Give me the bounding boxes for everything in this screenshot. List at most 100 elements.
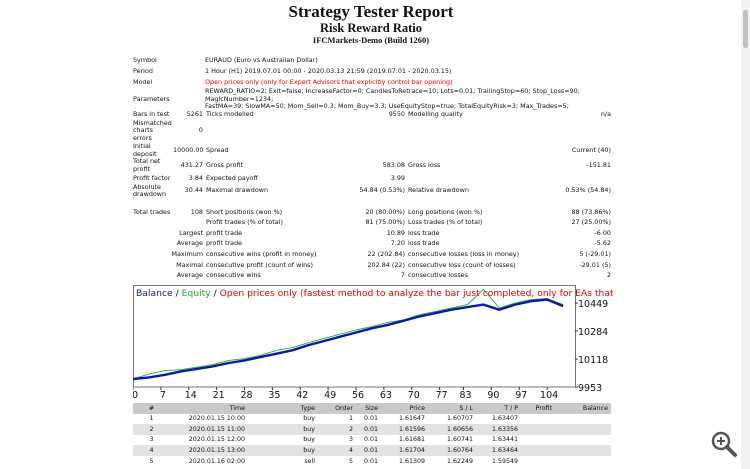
trade-cell: 2020.01.15 12:00 [188,436,245,444]
server-info: IFCMarkets-Demo (Build 1260) [312,35,430,45]
zoom-button[interactable] [708,428,738,458]
stats-row: Maximal consecutive profit (count of wins… [133,260,611,271]
trade-cell: 1.61596 [398,425,425,433]
trade-cell: 2 [149,425,154,433]
zoom-handle [725,445,737,457]
trade-cell: 1.63464 [491,446,518,454]
stats-table: Initial deposit 10000.00 Spread Current (40… [133,142,611,199]
stats-row: Mismatched charts errors 0 [133,118,611,143]
stat-label [408,173,553,184]
stat-value: 5 (-29.01) [579,249,611,258]
stats-row: Maximum consecutive wins (profit in money… [133,249,612,260]
stat-value: 22 (202.84) [367,249,405,258]
trade-cell: 5 [348,457,353,465]
stats-row: Average consecutive wins 7 consecutive loss… [133,271,611,282]
x-tick-label: 90 [487,390,499,400]
trade-cell: 2020.01.15 10:00 [188,415,245,423]
trade-cell [555,424,611,435]
trade-cell: 2020.01.15 11:00 [188,425,245,433]
setting-value-line: FastMA=39; SlowMA=50; Mom_Sell=0.3; Mom_… [205,102,569,110]
stat-label: Modelling quality [408,109,463,118]
stat-label: Gross profit [206,160,244,169]
stat-label: Expected payoff [206,173,258,182]
stat-value: 3.99 [390,173,405,182]
stat-label: consecutive wins (profit in money) [206,249,317,258]
report-subtitle: Risk Reward Ratio [319,21,423,35]
x-tick-label: 83 [459,390,471,400]
trade-cell: buy [303,425,315,433]
scrollbar[interactable] [741,0,750,469]
stats-table: Total trades 108 Short positions (won %) 20… [133,207,611,281]
stat-label: profit trade [206,228,243,237]
stat-value: 7.20 [390,239,405,248]
stat-value [173,218,203,229]
stat-value: -6.00 [594,228,611,237]
x-tick-label: 49 [324,390,336,400]
stat-label [408,143,553,158]
x-tick-label: 28 [240,390,252,400]
stat-value: 7 [400,271,405,280]
stat-label [133,218,173,229]
trade-cell: 1.60741 [446,436,473,444]
stats-row: Absolute drawdown 30.44 Maximal drawdown 54… [133,183,611,199]
x-tick-label: 42 [296,390,308,400]
stat-label: Total trades [133,207,171,216]
stat-label: Mismatched charts errors [133,118,172,142]
stat-value: 3.84 [188,173,203,182]
settings-section: Symbol EURAUD (Euro vs Australian Dollar)… [133,55,611,111]
trade-cell: 1.61704 [398,446,425,454]
trade-cell [521,456,555,467]
trade-cell: 2 [348,425,353,433]
trade-cell: 1 [149,415,154,423]
trade-cell: 0.01 [363,436,378,444]
stat-label: Average [176,271,203,280]
stat-value [553,173,611,184]
column-header: Time [229,404,245,412]
stats-section: Total trades 108 Short positions (won %) 20… [133,207,611,281]
stat-value: 5261 [186,109,203,118]
column-header: T / P [504,404,518,412]
trade-cell [521,435,555,446]
trade-row: 5 2020.01.16 02:00 sell 5 0.01 1.61309 1.62249… [133,455,611,467]
stat-value: 10.89 [386,228,405,237]
trade-cell [555,435,611,446]
y-tick-label: 9953 [578,383,602,394]
legend-note: Open prices only (fastest method to anal… [220,288,613,299]
trade-cell: 1.60764 [446,446,473,454]
stat-value: 9550 [388,109,405,118]
settings-row: Symbol EURAUD (Euro vs Australian Dollar) [133,55,611,66]
stat-value: -151.81 [586,160,611,169]
setting-label: Symbol [133,55,157,64]
trade-cell: 1.60707 [446,415,473,423]
column-header: Order [335,404,353,412]
setting-value: Open prices only (only for Expert Adviso… [205,77,453,86]
stat-value: -29.01 (5) [579,260,611,269]
stat-label: Maximal drawdown [206,186,269,195]
trade-row: 2 2020.01.15 11:00 buy 2 0.01 1.61596 1.60656 1… [133,424,611,435]
column-header: Size [365,404,378,412]
legend-entry: Balance [136,288,173,299]
stat-label: Profit factor [133,173,171,182]
stat-label [206,120,351,143]
x-tick-label: 21 [213,390,225,400]
stat-label: consecutive loss (count of losses) [408,260,516,269]
x-tick-label: 7 [160,390,166,400]
trade-cell: 5 [149,457,154,465]
settings-row: Period 1 Hour (H1) 2019.07.01 00:00 - 202… [133,66,611,77]
stat-value: Current (40) [571,145,611,154]
stat-value: 2 [606,271,611,280]
stat-label: profit trade [206,239,243,248]
x-tick-label: 63 [380,390,392,400]
stats-table: Bars in test 5261 Ticks modelled 9550 Modell… [133,109,611,142]
scroll-thumb[interactable] [743,10,748,48]
trade-cell: 1.61647 [398,415,425,423]
stat-label: consecutive wins [206,271,261,280]
stat-label: Largest [179,228,203,237]
y-tick-label: 10284 [578,327,608,338]
settings-table: Symbol EURAUD (Euro vs Australian Dollar)… [133,55,611,111]
setting-value: 1 Hour (H1) 2019.07.01 00:00 - 2020.03.1… [205,66,452,75]
stat-value: 0.53% (54.84) [565,186,611,195]
stat-label: Initial deposit [133,142,157,158]
stats-row: Bars in test 5261 Ticks modelled 9550 Modell… [133,109,611,120]
trades-header: # Time Type Order Size Price S / L T / P Profit B… [133,403,611,414]
